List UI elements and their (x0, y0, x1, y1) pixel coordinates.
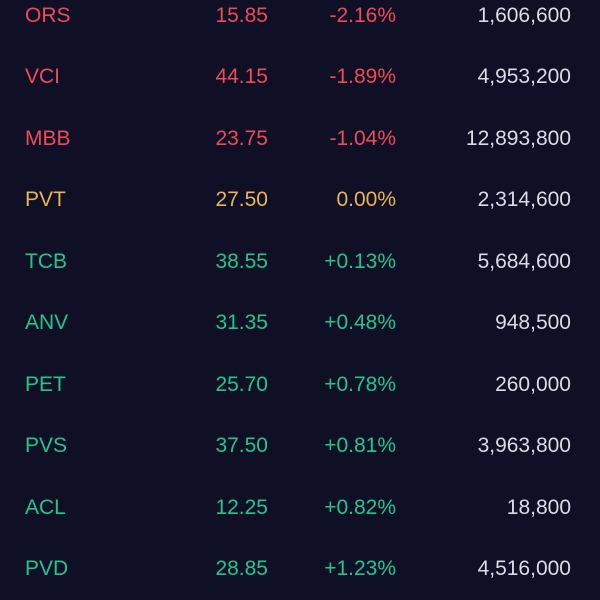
stock-change-percent: -1.04% (329, 127, 396, 150)
stock-row[interactable]: VCI 44.15 -1.89% 4,953,200 (0, 57, 600, 97)
stock-volume: 2,314,600 (477, 188, 571, 211)
stock-symbol: ACL (25, 496, 66, 519)
stock-change-percent: -1.89% (329, 65, 396, 88)
stock-volume: 3,963,800 (477, 434, 571, 457)
stock-price: 37.50 (215, 434, 268, 457)
stock-row[interactable]: PVS 37.50 +0.81% 3,963,800 (0, 426, 600, 466)
stock-price: 25.70 (215, 373, 268, 396)
stock-symbol: PVD (25, 557, 69, 580)
stock-row[interactable]: PVT 27.50 0.00% 2,314,600 (0, 180, 600, 220)
stock-price: 23.75 (215, 127, 268, 150)
stock-change-percent: +0.81% (324, 434, 396, 457)
stock-row[interactable]: TCB 38.55 +0.13% 5,684,600 (0, 242, 600, 282)
stock-change-percent: +0.82% (324, 496, 396, 519)
stock-volume: 12,893,800 (465, 127, 571, 150)
stock-volume: 948,500 (495, 311, 571, 334)
stock-symbol: PVT (25, 188, 66, 211)
stock-volume: 5,684,600 (477, 250, 571, 273)
stock-change-percent: +0.48% (324, 311, 396, 334)
stock-symbol: TCB (25, 250, 67, 273)
stock-symbol: PVS (25, 434, 68, 457)
stock-symbol: PET (25, 373, 66, 396)
stock-symbol: VCI (25, 65, 61, 88)
stock-price: 44.15 (215, 65, 268, 88)
stock-change-percent: +1.23% (324, 557, 396, 580)
stock-volume: 4,953,200 (477, 65, 571, 88)
stock-row[interactable]: ORS 15.85 -2.16% 1,606,600 (0, 0, 600, 36)
stock-change-percent: +0.13% (324, 250, 396, 273)
stock-change-percent: +0.78% (324, 373, 396, 396)
stock-row[interactable]: ANV 31.35 +0.48% 948,500 (0, 303, 600, 343)
stock-price: 28.85 (215, 557, 268, 580)
stock-volume: 1,606,600 (477, 4, 571, 27)
stock-change-percent: -2.16% (329, 4, 396, 27)
stock-price: 31.35 (215, 311, 268, 334)
stock-price: 12.25 (215, 496, 268, 519)
stock-row[interactable]: ACL 12.25 +0.82% 18,800 (0, 488, 600, 528)
stock-price: 27.50 (215, 188, 268, 211)
stock-price: 15.85 (215, 4, 268, 27)
stock-row[interactable]: PET 25.70 +0.78% 260,000 (0, 365, 600, 405)
stock-change-percent: 0.00% (336, 188, 396, 211)
stock-volume: 18,800 (506, 496, 571, 519)
stock-volume: 4,516,000 (477, 557, 571, 580)
stock-price: 38.55 (215, 250, 268, 273)
stock-row[interactable]: PVD 28.85 +1.23% 4,516,000 (0, 549, 600, 589)
stock-volume: 260,000 (495, 373, 571, 396)
stock-symbol: ANV (25, 311, 69, 334)
stock-row[interactable]: MBB 23.75 -1.04% 12,893,800 (0, 119, 600, 159)
stock-symbol: MBB (25, 127, 71, 150)
stock-symbol: ORS (25, 4, 71, 27)
